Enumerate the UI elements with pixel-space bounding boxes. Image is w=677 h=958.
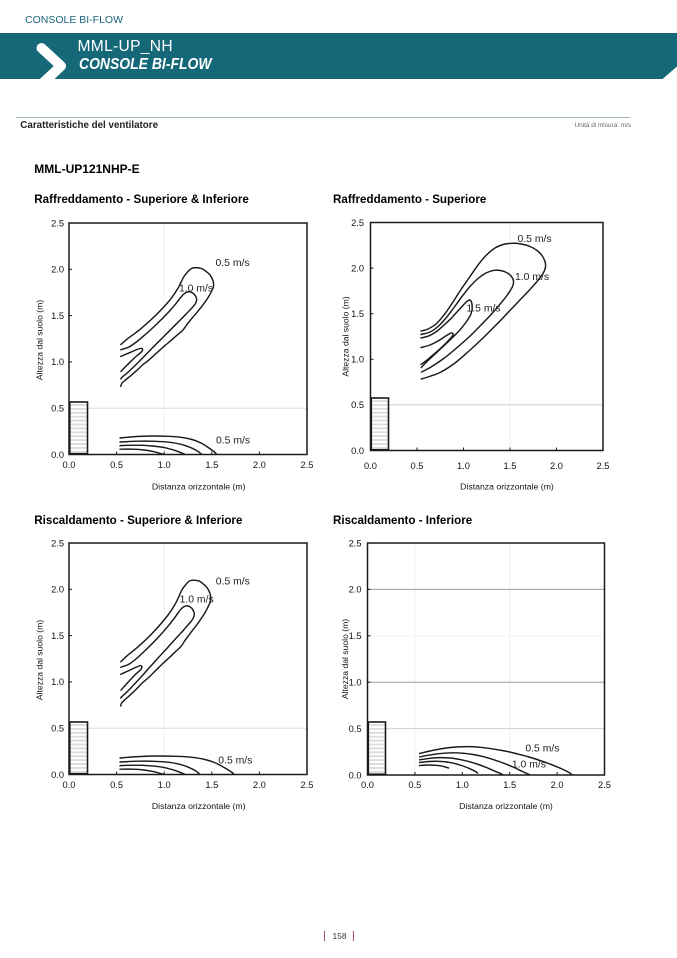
svg-text:Distanza orizzontale (m): Distanza orizzontale (m) <box>460 481 554 491</box>
svg-text:0.5: 0.5 <box>51 404 64 414</box>
svg-text:2.5: 2.5 <box>597 461 610 471</box>
svg-text:0.5: 0.5 <box>110 780 123 790</box>
svg-text:2.5: 2.5 <box>51 218 64 228</box>
svg-text:Altezza dal suolo (m): Altezza dal suolo (m) <box>35 620 45 700</box>
svg-text:1.0: 1.0 <box>158 780 171 790</box>
svg-text:Distanza orizzontale (m): Distanza orizzontale (m) <box>152 801 246 811</box>
svg-text:0.5: 0.5 <box>51 724 64 734</box>
svg-text:2.5: 2.5 <box>351 218 364 228</box>
svg-text:1.0 m/s: 1.0 m/s <box>179 283 213 294</box>
svg-text:1.5: 1.5 <box>205 460 218 470</box>
svg-text:1.5: 1.5 <box>504 461 517 471</box>
svg-text:1.0: 1.0 <box>349 678 362 688</box>
svg-text:Altezza dal suolo (m): Altezza dal suolo (m) <box>340 619 350 699</box>
svg-text:1.5: 1.5 <box>349 631 362 641</box>
svg-text:1.5: 1.5 <box>205 780 218 790</box>
svg-text:1.5 m/s: 1.5 m/s <box>467 304 501 315</box>
svg-text:0.0: 0.0 <box>364 461 377 471</box>
svg-text:2.5: 2.5 <box>349 538 362 548</box>
svg-text:1.0: 1.0 <box>51 677 64 687</box>
svg-text:0.5: 0.5 <box>351 400 364 410</box>
svg-text:1.5: 1.5 <box>503 780 516 790</box>
svg-text:2.0: 2.0 <box>551 780 564 790</box>
svg-text:0.0: 0.0 <box>63 460 76 470</box>
svg-text:2.0: 2.0 <box>51 585 64 595</box>
svg-text:0.5 m/s: 0.5 m/s <box>218 755 252 766</box>
svg-text:2.5: 2.5 <box>51 538 64 548</box>
svg-text:1.0: 1.0 <box>457 461 470 471</box>
svg-text:0.0: 0.0 <box>51 450 64 460</box>
svg-text:0.5: 0.5 <box>408 780 421 790</box>
svg-text:0.5: 0.5 <box>411 461 424 471</box>
svg-text:Distanza orizzontale (m): Distanza orizzontale (m) <box>152 481 246 491</box>
svg-text:1.0: 1.0 <box>158 460 171 470</box>
svg-text:0.5: 0.5 <box>110 460 123 470</box>
svg-text:1.0: 1.0 <box>351 355 364 365</box>
svg-text:2.0: 2.0 <box>349 585 362 595</box>
svg-text:2.5: 2.5 <box>301 780 314 790</box>
svg-text:0.5 m/s: 0.5 m/s <box>216 576 250 587</box>
svg-text:0.0: 0.0 <box>51 770 64 780</box>
svg-text:2.0: 2.0 <box>253 780 266 790</box>
svg-text:0.0: 0.0 <box>63 780 76 790</box>
svg-text:1.5: 1.5 <box>351 309 364 319</box>
svg-text:0.5 m/s: 0.5 m/s <box>518 234 552 245</box>
svg-text:Distanza orizzontale (m): Distanza orizzontale (m) <box>459 801 553 811</box>
svg-text:Altezza dal suolo (m): Altezza dal suolo (m) <box>35 300 45 380</box>
svg-text:0.5: 0.5 <box>349 724 362 734</box>
svg-text:0.5 m/s: 0.5 m/s <box>216 436 250 447</box>
svg-text:1.0: 1.0 <box>51 357 64 367</box>
svg-text:0.0: 0.0 <box>351 446 364 456</box>
svg-text:2.0: 2.0 <box>351 263 364 273</box>
svg-text:2.0: 2.0 <box>550 461 563 471</box>
svg-text:Altezza dal suolo (m): Altezza dal suolo (m) <box>341 296 351 376</box>
svg-text:1.0 m/s: 1.0 m/s <box>512 760 546 771</box>
svg-text:1.0 m/s: 1.0 m/s <box>515 272 549 283</box>
svg-text:1.5: 1.5 <box>51 311 64 321</box>
svg-text:0.0: 0.0 <box>349 770 362 780</box>
svg-text:2.0: 2.0 <box>253 460 266 470</box>
svg-text:1.5: 1.5 <box>51 631 64 641</box>
svg-text:0.0: 0.0 <box>361 780 374 790</box>
svg-text:0.5 m/s: 0.5 m/s <box>216 258 250 269</box>
svg-text:0.5 m/s: 0.5 m/s <box>525 744 559 755</box>
svg-text:2.0: 2.0 <box>51 265 64 275</box>
svg-text:2.5: 2.5 <box>301 460 314 470</box>
svg-text:2.5: 2.5 <box>598 780 611 790</box>
svg-text:1.0: 1.0 <box>456 780 469 790</box>
svg-text:1.0 m/s: 1.0 m/s <box>180 595 214 606</box>
